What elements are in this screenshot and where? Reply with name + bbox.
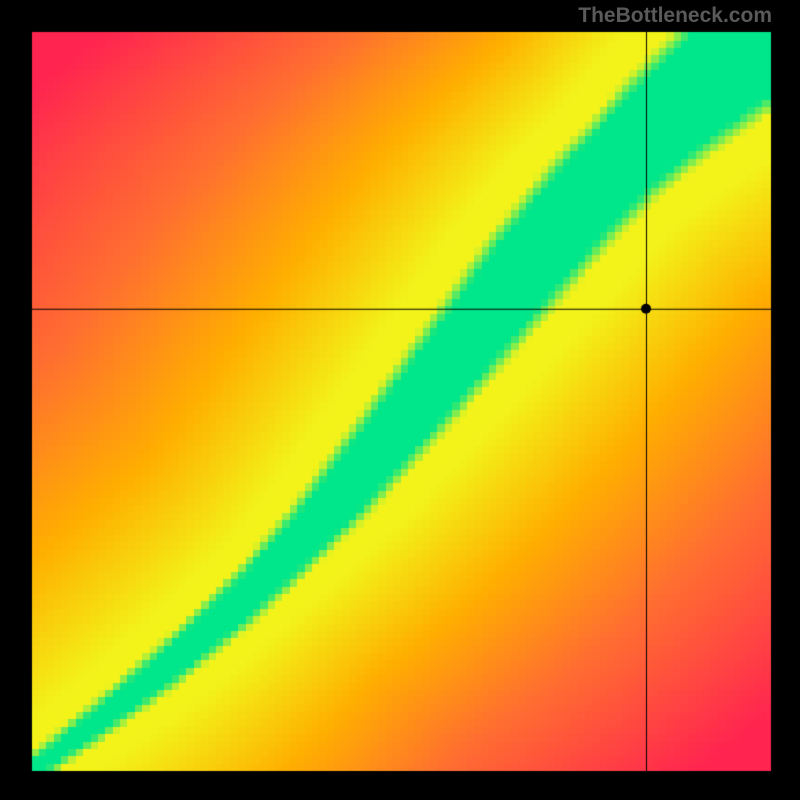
bottleneck-heatmap bbox=[0, 0, 800, 800]
watermark-text: TheBottleneck.com bbox=[578, 4, 772, 28]
chart-container: TheBottleneck.com bbox=[0, 0, 800, 800]
